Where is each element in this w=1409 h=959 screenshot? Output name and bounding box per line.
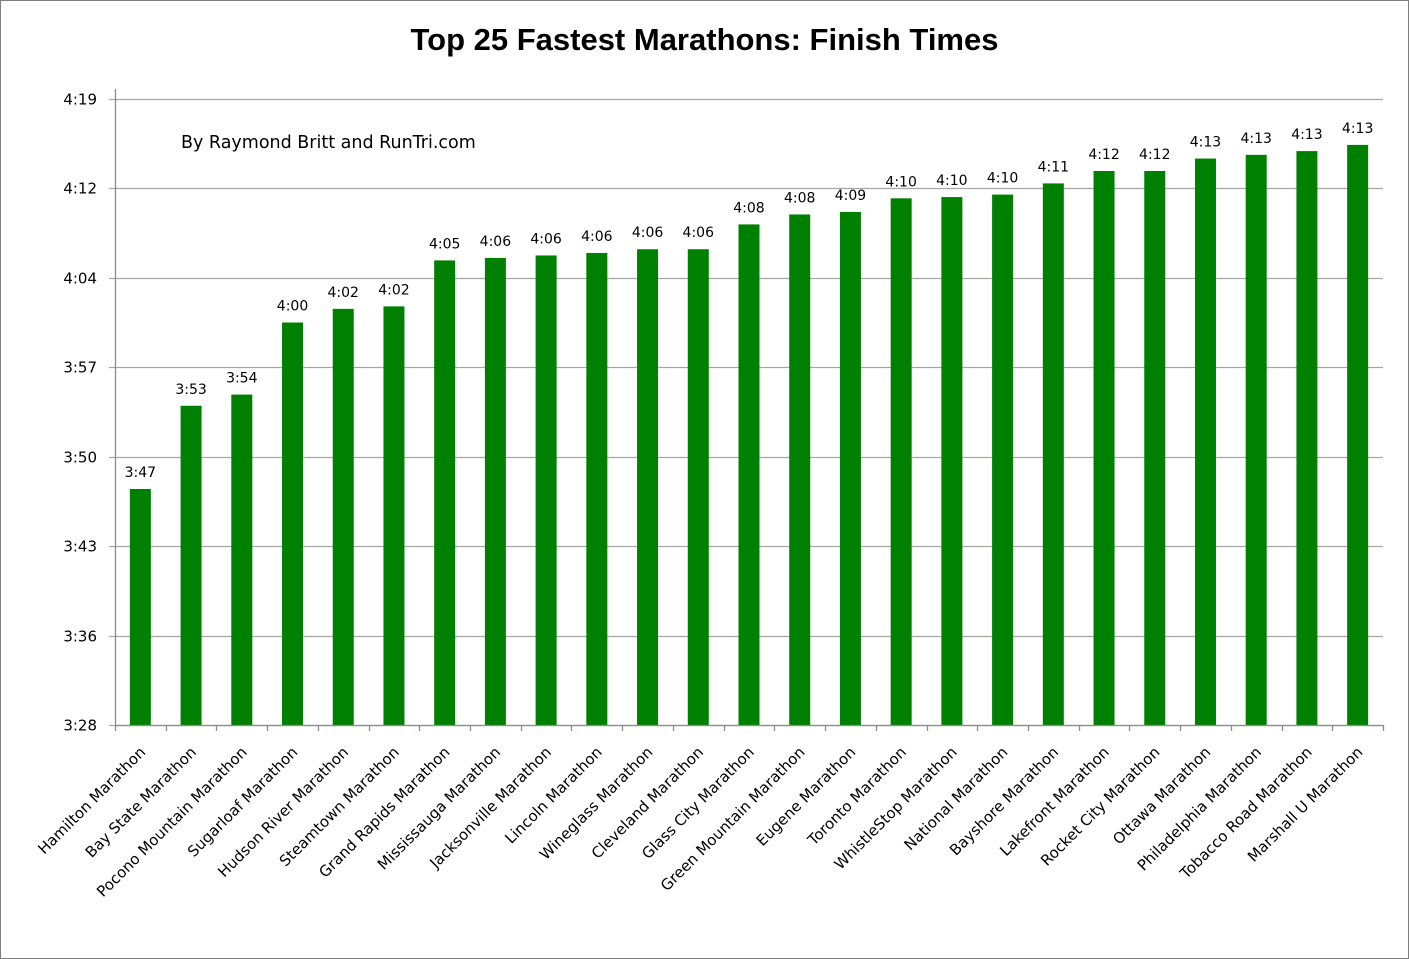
bar bbox=[687, 249, 709, 725]
data-label: 4:10 bbox=[987, 171, 1018, 187]
y-tick-label: 3:50 bbox=[63, 449, 97, 467]
data-labels: 3:47 3:53 3:54 4:00 4:02 4:02 4:05 4:06 4:06 4:06… bbox=[125, 121, 1374, 481]
bar bbox=[890, 198, 912, 725]
bar bbox=[434, 260, 456, 725]
data-label: 4:08 bbox=[784, 190, 815, 206]
bar bbox=[383, 306, 405, 725]
data-label: 4:06 bbox=[683, 225, 715, 241]
bar bbox=[1144, 170, 1166, 725]
y-tick-label: 4:12 bbox=[63, 180, 97, 198]
bar bbox=[484, 257, 506, 725]
data-label: 3:47 bbox=[125, 465, 156, 481]
data-label: 4:13 bbox=[1190, 135, 1221, 151]
data-label: 4:13 bbox=[1291, 127, 1322, 143]
y-tick-label: 3:28 bbox=[63, 717, 97, 735]
bar bbox=[839, 211, 861, 725]
data-label: 4:06 bbox=[581, 229, 613, 245]
y-tick-label: 3:43 bbox=[63, 538, 97, 556]
bar bbox=[1245, 154, 1267, 725]
bar bbox=[941, 197, 963, 725]
y-tick-label: 4:04 bbox=[63, 270, 97, 288]
bar bbox=[789, 214, 811, 725]
bar bbox=[1093, 170, 1115, 725]
bar bbox=[282, 322, 304, 725]
data-label: 4:13 bbox=[1240, 131, 1271, 147]
data-label: 3:54 bbox=[226, 371, 258, 387]
data-label: 4:13 bbox=[1342, 121, 1373, 137]
bar bbox=[1194, 158, 1216, 725]
data-label: 4:11 bbox=[1038, 159, 1069, 175]
data-label: 4:08 bbox=[733, 200, 764, 216]
data-label: 4:05 bbox=[429, 236, 460, 252]
bar bbox=[1347, 144, 1369, 725]
data-label: 4:12 bbox=[1088, 147, 1119, 163]
bar bbox=[992, 194, 1014, 725]
y-tick-labels: 3:28 3:36 3:43 3:50 3:57 4:04 4:12 4:19 bbox=[63, 91, 97, 735]
data-label: 4:09 bbox=[835, 188, 866, 204]
data-label: 4:06 bbox=[530, 231, 562, 247]
data-label: 4:10 bbox=[936, 173, 967, 189]
category-label: Lincoln Marathon bbox=[501, 743, 605, 847]
bar bbox=[129, 488, 151, 725]
data-label: 4:02 bbox=[328, 285, 359, 301]
bars bbox=[129, 144, 1369, 725]
data-label: 4:06 bbox=[480, 234, 512, 250]
data-label: 4:12 bbox=[1139, 147, 1170, 163]
y-tick-label: 3:57 bbox=[63, 359, 97, 377]
data-label: 4:06 bbox=[632, 225, 664, 241]
chart-subtitle: By Raymond Britt and RunTri.com bbox=[181, 133, 476, 153]
bar bbox=[1296, 151, 1318, 725]
bar bbox=[332, 308, 354, 725]
bar bbox=[738, 224, 760, 725]
bar bbox=[637, 249, 659, 725]
y-tick-label: 4:19 bbox=[63, 91, 97, 109]
y-tick-label: 3:36 bbox=[63, 628, 97, 646]
data-label: 4:00 bbox=[277, 299, 308, 315]
bar bbox=[180, 405, 202, 725]
data-label: 4:10 bbox=[885, 174, 916, 190]
bar bbox=[231, 394, 253, 725]
bar bbox=[1042, 183, 1064, 725]
bar bbox=[535, 255, 557, 725]
data-label: 4:02 bbox=[378, 282, 409, 298]
bar bbox=[586, 252, 608, 725]
chart-title: Top 25 Fastest Marathons: Finish Times bbox=[410, 22, 999, 57]
data-label: 3:53 bbox=[175, 382, 206, 398]
axes bbox=[114, 89, 1385, 731]
